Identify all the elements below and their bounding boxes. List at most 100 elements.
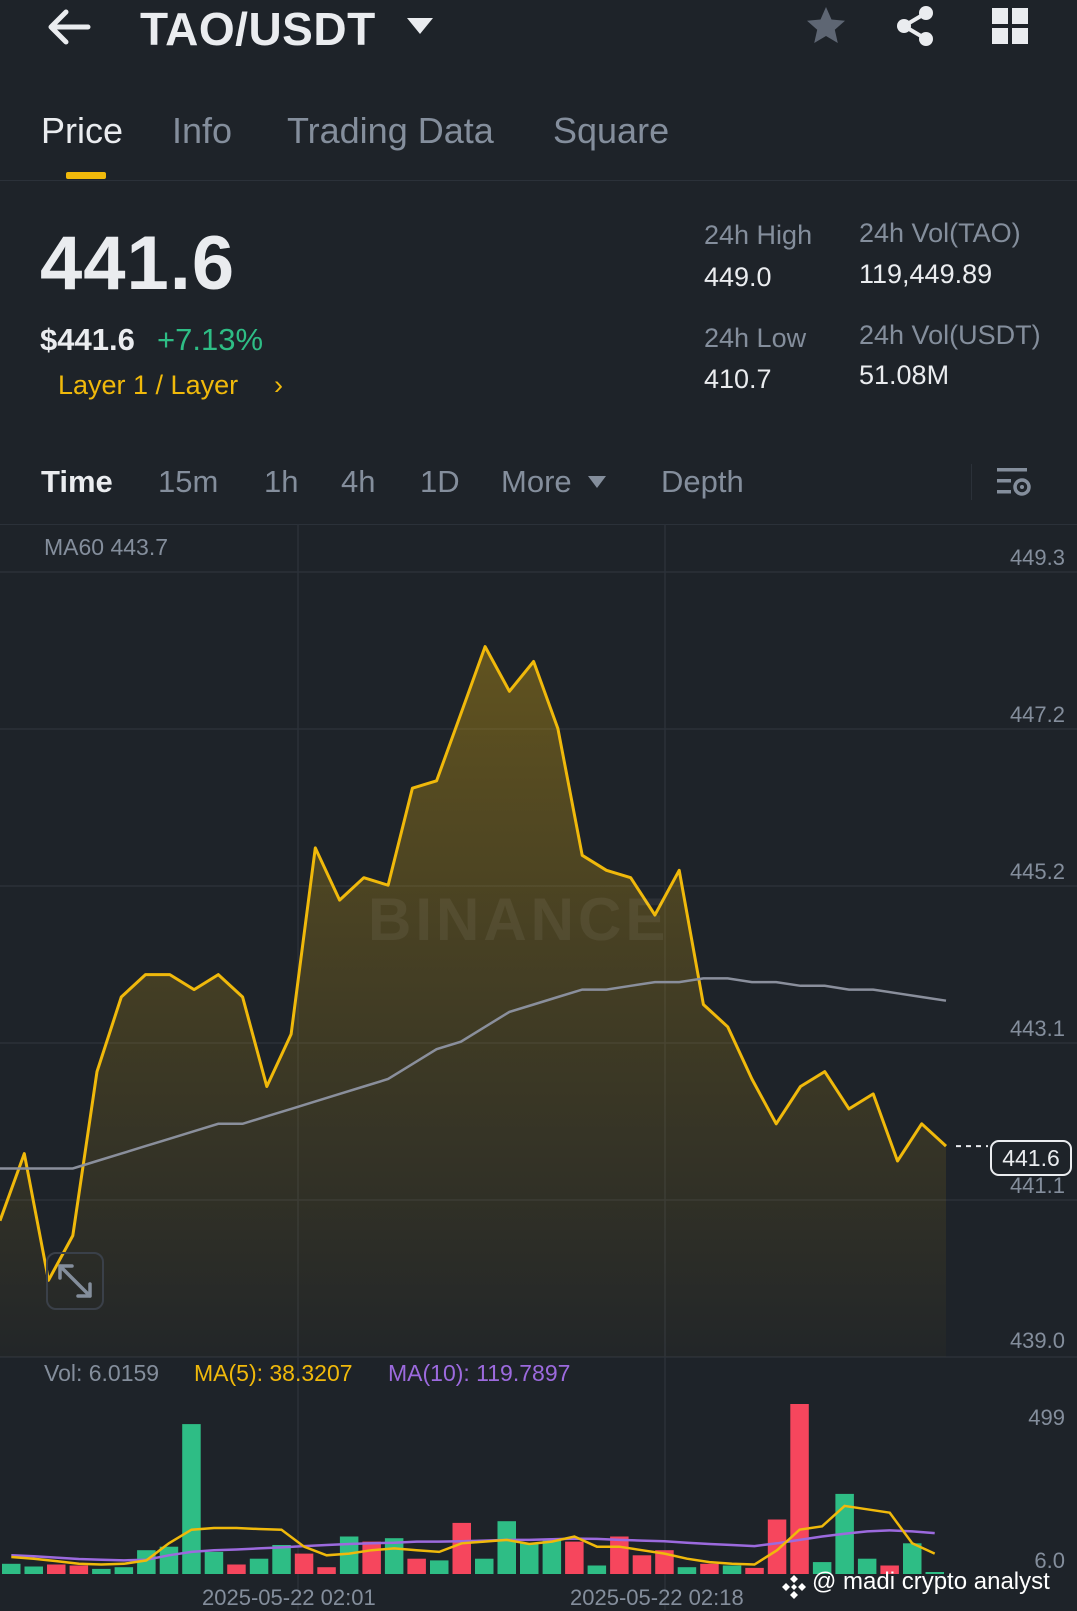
interval-1h[interactable]: 1h <box>264 464 299 499</box>
more-caret-icon[interactable] <box>587 475 607 489</box>
volume-bar <box>700 1563 719 1574</box>
ma60-legend: MA60 443.7 <box>44 534 169 560</box>
change-percent: +7.13% <box>157 322 264 357</box>
vol-base-value: 119,449.89 <box>859 259 993 289</box>
volume-bar <box>204 1551 224 1574</box>
tabs-divider <box>0 180 1077 181</box>
low-label: 24h Low <box>704 323 807 353</box>
volume-bar <box>182 1424 201 1574</box>
time-axis-label: 2025-05-22 02:18 <box>570 1585 744 1610</box>
interval-1d[interactable]: 1D <box>420 464 460 499</box>
tab-info[interactable]: Info <box>172 110 233 151</box>
interval-more[interactable]: More <box>501 464 572 499</box>
volume-bar <box>542 1539 562 1574</box>
volume-bar <box>925 1572 944 1574</box>
vol-quote-label: 24h Vol(USDT) <box>859 320 1041 350</box>
volume-bar <box>69 1565 89 1574</box>
share-icon[interactable] <box>893 4 937 48</box>
volume-ma10-line <box>11 1529 935 1562</box>
volume-bar <box>903 1543 922 1574</box>
back-arrow-icon[interactable] <box>44 4 94 50</box>
caret-down-icon[interactable] <box>405 14 435 38</box>
price-axis-label: 439.0 <box>1009 1328 1065 1353</box>
price-line <box>0 645 948 1282</box>
high-label: 24h High <box>704 220 813 250</box>
volume-bar <box>722 1565 742 1574</box>
volume-bar <box>610 1536 629 1574</box>
volume-bar <box>497 1521 516 1574</box>
volume-bar <box>92 1568 111 1574</box>
expand-icon <box>58 1264 92 1298</box>
ma60-line <box>0 977 947 1170</box>
chevron-right-icon[interactable]: › <box>274 370 283 400</box>
volume-bar <box>655 1550 674 1574</box>
low-value: 410.7 <box>704 364 772 394</box>
volume-bar <box>114 1567 134 1574</box>
volume-bar <box>47 1564 66 1574</box>
usd-price: $441.6 <box>40 322 135 357</box>
volume-bar <box>790 1404 809 1574</box>
volume-bar <box>249 1558 269 1574</box>
price-axis-label: 445.2 <box>1009 859 1065 884</box>
volume-axis-label: 499 <box>1028 1405 1065 1430</box>
price-chart[interactable] <box>0 524 1077 1610</box>
volume-bar <box>880 1565 899 1574</box>
author-credit: @ madi crypto analyst <box>812 1568 1050 1595</box>
star-icon[interactable] <box>804 4 848 48</box>
expand-chart-button[interactable] <box>46 1252 104 1310</box>
volume-bar <box>475 1558 494 1574</box>
volume-bar <box>407 1558 426 1574</box>
last-price: 441.6 <box>40 221 236 306</box>
tab-price[interactable]: Price <box>41 110 124 151</box>
vol-quote-value: 51.08M <box>859 360 950 390</box>
volume-bar <box>384 1538 404 1574</box>
binance-logo-icon <box>782 1575 806 1599</box>
time-axis-label: 2025-05-22 02:01 <box>202 1585 376 1610</box>
volume-bar <box>317 1567 336 1574</box>
volume-bar <box>339 1536 359 1574</box>
volume-bar <box>227 1564 246 1574</box>
interval-4h[interactable]: 4h <box>341 464 376 499</box>
price-axis-label: 447.2 <box>1009 702 1065 727</box>
price-axis-label: 449.3 <box>1009 545 1065 570</box>
vol-base-label: 24h Vol(TAO) <box>859 218 1021 248</box>
grid-icon[interactable] <box>990 6 1030 46</box>
chart-settings-icon[interactable] <box>995 462 1033 502</box>
volume-bar <box>24 1566 43 1574</box>
interval-15m[interactable]: 15m <box>158 464 219 499</box>
volume-bar <box>520 1543 539 1574</box>
chart-top-divider <box>0 524 1077 525</box>
volume-bar <box>857 1558 877 1574</box>
tab-active-indicator <box>66 172 106 179</box>
current-price-label: 441.6 <box>990 1140 1072 1176</box>
interval-separator <box>971 464 972 500</box>
interval-depth[interactable]: Depth <box>661 464 744 499</box>
volume-bar <box>2 1563 21 1574</box>
volume-bar <box>159 1546 179 1574</box>
tab-square[interactable]: Square <box>553 110 670 151</box>
pair-title[interactable]: TAO/USDT <box>140 3 376 55</box>
volume-bar <box>677 1567 697 1574</box>
volume-bar <box>767 1519 787 1574</box>
volume-bar <box>587 1565 607 1574</box>
volume-ma10-legend: MA(10): 119.7897 <box>388 1360 571 1386</box>
volume-bar <box>632 1555 652 1574</box>
high-value: 449.0 <box>704 262 772 292</box>
volume-bar <box>272 1545 291 1574</box>
volume-ma5-legend: MA(5): 38.3207 <box>194 1360 353 1386</box>
volume-axis-label: 6.0 <box>1034 1548 1065 1573</box>
volume-bar <box>294 1553 314 1574</box>
volume-bar <box>565 1541 584 1574</box>
volume-bar <box>745 1567 764 1574</box>
tab-trading-data[interactable]: Trading Data <box>287 110 494 151</box>
price-axis-label: 443.1 <box>1009 1016 1065 1041</box>
volume-bar <box>452 1522 471 1574</box>
price-axis-label: 441.1 <box>1009 1173 1065 1198</box>
volume-bar <box>812 1562 832 1574</box>
volume-bar <box>430 1560 449 1574</box>
category-tag[interactable]: Layer 1 / Layer <box>58 370 239 400</box>
binance-watermark: BINANCE <box>368 886 670 953</box>
interval-time[interactable]: Time <box>41 464 113 499</box>
volume-ma5-line <box>11 1504 936 1566</box>
volume-bar <box>362 1541 381 1574</box>
